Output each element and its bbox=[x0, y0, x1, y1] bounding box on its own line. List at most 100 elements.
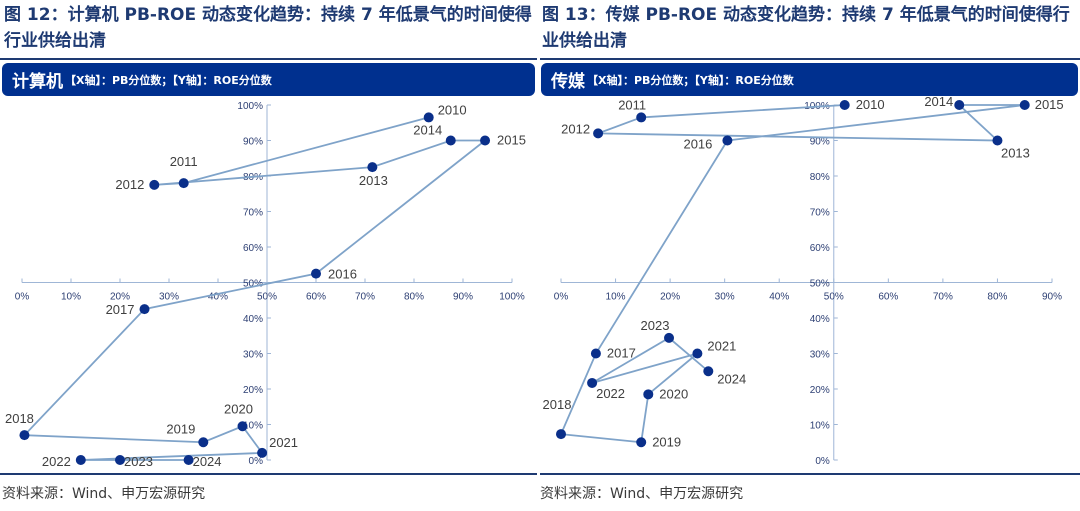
data-point-2019 bbox=[198, 437, 209, 448]
panel-header-media: 传媒 【X轴】：PB分位数；【Y轴】：ROE分位数 bbox=[541, 63, 1078, 96]
y-tick-label: 20% bbox=[243, 385, 263, 396]
figure-13-title: 图 13：传媒 PB-ROE 动态变化趋势：持续 7 年低景气的时间使得行业供给… bbox=[542, 5, 1070, 51]
data-label-2017: 2017 bbox=[106, 302, 135, 317]
data-label-2014: 2014 bbox=[413, 123, 442, 138]
title-divider bbox=[0, 58, 537, 60]
data-label-2016: 2016 bbox=[683, 137, 712, 152]
data-label-2015: 2015 bbox=[497, 133, 526, 148]
y-tick-label: 30% bbox=[810, 350, 830, 361]
figure-12-title: 图 12：计算机 PB-ROE 动态变化趋势：持续 7 年低景气的时间使得行业供… bbox=[4, 5, 532, 51]
x-tick-label: 30% bbox=[715, 292, 735, 303]
source-note: 资料来源：Wind、申万宏源研究 bbox=[540, 486, 744, 502]
data-point-2018 bbox=[19, 430, 30, 441]
y-tick-label: 60% bbox=[243, 243, 263, 254]
y-tick-label: 10% bbox=[810, 421, 830, 432]
data-point-2020 bbox=[237, 421, 248, 432]
y-tick-label: 20% bbox=[810, 385, 830, 396]
data-point-2013 bbox=[367, 162, 378, 173]
x-tick-label: 60% bbox=[306, 292, 326, 303]
y-tick-label: 30% bbox=[243, 350, 263, 361]
panel-header-name: 计算机 bbox=[12, 72, 63, 92]
data-point-2013 bbox=[992, 135, 1003, 146]
data-label-2019: 2019 bbox=[652, 434, 681, 449]
data-label-2022: 2022 bbox=[42, 454, 71, 469]
panel-header-computer: 计算机 【X轴】：PB分位数；【Y轴】：ROE分位数 bbox=[2, 63, 535, 96]
footer-divider bbox=[0, 473, 537, 475]
data-point-2014 bbox=[954, 100, 965, 110]
y-tick-label: 70% bbox=[243, 208, 263, 219]
data-label-2012: 2012 bbox=[115, 177, 144, 192]
data-label-2018: 2018 bbox=[5, 411, 34, 426]
data-point-2022 bbox=[75, 455, 86, 465]
data-point-2011 bbox=[636, 112, 647, 123]
y-tick-label: 0% bbox=[249, 456, 264, 467]
data-point-2018 bbox=[556, 429, 566, 440]
y-tick-label: 100% bbox=[237, 101, 263, 112]
data-point-2010 bbox=[423, 112, 434, 123]
data-point-2015 bbox=[480, 135, 491, 146]
data-label-2011: 2011 bbox=[618, 97, 646, 112]
data-label-2023: 2023 bbox=[641, 318, 670, 333]
y-tick-label: 90% bbox=[243, 137, 263, 148]
y-tick-label: 60% bbox=[810, 243, 830, 254]
data-point-2014 bbox=[445, 135, 456, 146]
data-point-2017 bbox=[590, 348, 601, 359]
data-point-2022 bbox=[587, 377, 598, 388]
data-label-2014: 2014 bbox=[924, 94, 953, 109]
data-point-2010 bbox=[839, 100, 850, 110]
x-tick-label: 70% bbox=[355, 292, 375, 303]
x-tick-label: 100% bbox=[499, 292, 525, 303]
x-tick-label: 70% bbox=[933, 292, 953, 303]
panel-header-axes: 【X轴】：PB分位数；【Y轴】：ROE分位数 bbox=[587, 73, 794, 87]
x-tick-label: 20% bbox=[110, 292, 130, 303]
x-tick-label: 60% bbox=[878, 292, 898, 303]
x-tick-label: 50% bbox=[824, 292, 844, 303]
data-point-2017 bbox=[139, 304, 150, 315]
data-label-2019: 2019 bbox=[166, 421, 195, 436]
data-point-2012 bbox=[149, 179, 160, 190]
data-label-2016: 2016 bbox=[328, 267, 357, 282]
data-label-2010: 2010 bbox=[438, 102, 467, 117]
data-point-2016 bbox=[311, 268, 321, 279]
data-point-2024 bbox=[183, 455, 194, 465]
data-point-2023 bbox=[115, 455, 125, 465]
data-label-2018: 2018 bbox=[543, 397, 572, 412]
panel-header-axes: 【X轴】：PB分位数；【Y轴】：ROE分位数 bbox=[65, 73, 272, 87]
x-tick-label: 40% bbox=[208, 292, 228, 303]
data-point-2019 bbox=[636, 437, 647, 448]
y-tick-label: 80% bbox=[810, 172, 830, 183]
footer-divider bbox=[540, 473, 1080, 475]
data-point-2016 bbox=[722, 135, 733, 146]
x-tick-label: 20% bbox=[660, 292, 680, 303]
x-tick-label: 10% bbox=[606, 292, 626, 303]
x-tick-label: 0% bbox=[15, 292, 30, 303]
data-point-2012 bbox=[593, 128, 604, 139]
data-point-2021 bbox=[257, 447, 268, 458]
data-point-2020 bbox=[643, 389, 654, 400]
y-tick-label: 50% bbox=[810, 279, 830, 290]
data-label-2021: 2021 bbox=[707, 339, 736, 354]
y-tick-label: 10% bbox=[243, 421, 263, 432]
data-label-2020: 2020 bbox=[224, 401, 253, 416]
series-line bbox=[559, 104, 1025, 444]
data-point-2024 bbox=[703, 366, 714, 377]
data-label-2021: 2021 bbox=[269, 435, 298, 450]
y-tick-label: 0% bbox=[815, 456, 830, 467]
data-label-2013: 2013 bbox=[359, 173, 388, 188]
x-tick-label: 80% bbox=[404, 292, 424, 303]
data-label-2015: 2015 bbox=[1035, 97, 1064, 112]
x-tick-label: 90% bbox=[1042, 292, 1062, 303]
y-tick-label: 40% bbox=[810, 314, 830, 325]
data-label-2017: 2017 bbox=[607, 346, 636, 361]
y-tick-label: 70% bbox=[810, 208, 830, 219]
data-point-2015 bbox=[1019, 100, 1030, 110]
x-tick-label: 30% bbox=[159, 292, 179, 303]
data-label-2024: 2024 bbox=[193, 454, 222, 469]
data-label-2010: 2010 bbox=[856, 97, 885, 112]
source-note: 资料来源：Wind、申万宏源研究 bbox=[2, 486, 206, 502]
x-tick-label: 50% bbox=[257, 292, 277, 303]
data-point-2023 bbox=[664, 332, 675, 343]
x-tick-label: 10% bbox=[61, 292, 81, 303]
y-tick-label: 90% bbox=[810, 137, 830, 148]
